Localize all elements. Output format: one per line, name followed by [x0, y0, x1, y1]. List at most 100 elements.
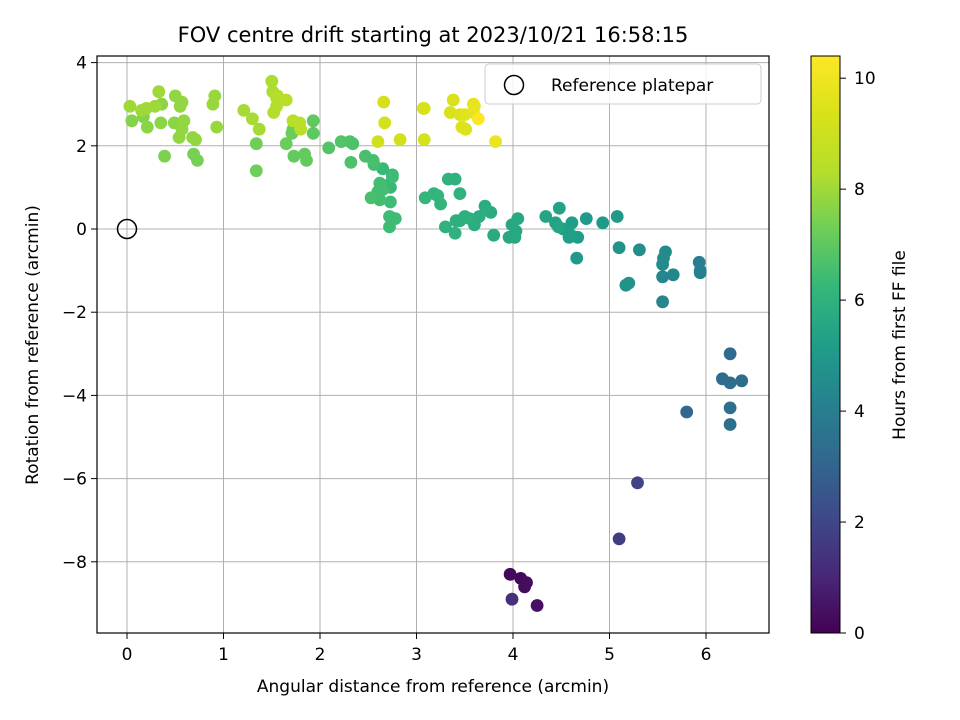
data-point [334, 135, 348, 149]
data-point [416, 102, 430, 115]
data-point [298, 147, 311, 161]
data-point [530, 599, 544, 612]
data-point [453, 187, 467, 201]
data-point [503, 567, 517, 581]
data-point [177, 114, 191, 128]
data-point [610, 210, 624, 223]
data-point [656, 270, 669, 284]
data-point [210, 120, 224, 134]
data-point [723, 347, 737, 361]
data-point [680, 405, 694, 419]
data-point [723, 376, 737, 390]
data-point [443, 106, 457, 119]
colorbar-label: Hours from first FF file [890, 250, 910, 440]
data-point [439, 220, 452, 234]
x-tick-label: 1 [218, 645, 229, 665]
data-point [208, 89, 222, 103]
data-point [279, 93, 293, 107]
data-point [505, 592, 519, 606]
data-point [393, 133, 407, 147]
data-point [633, 243, 646, 257]
data-point [417, 133, 431, 147]
data-point [175, 95, 189, 109]
data-point [378, 116, 392, 130]
data-point [294, 122, 308, 136]
data-point [306, 126, 320, 140]
data-point [418, 191, 432, 205]
reference-platepar-marker [116, 218, 138, 240]
data-point [189, 133, 202, 147]
data-point [723, 401, 737, 415]
y-tick-label: −2 [62, 303, 87, 323]
y-tick-label: 4 [76, 54, 87, 74]
data-point [377, 95, 391, 109]
colorbar [810, 55, 841, 634]
colorbar-ticks: 0 2 4 6 8 10 [840, 69, 876, 644]
data-point [449, 214, 463, 228]
data-point [386, 170, 399, 184]
data-point [518, 580, 531, 594]
y-tick-label: −8 [62, 553, 87, 573]
data-point [656, 295, 669, 309]
colorbar-tick-label: 6 [854, 291, 865, 311]
data-point [612, 532, 626, 546]
x-axis-label: Angular distance from reference (arcmin) [257, 677, 609, 697]
colorbar-tick-label: 10 [854, 69, 876, 89]
data-point [693, 266, 707, 280]
data-point [666, 268, 680, 282]
data-points [123, 74, 749, 612]
data-point [631, 476, 644, 490]
colorbar-tick-label: 0 [854, 624, 865, 644]
data-point [468, 99, 481, 113]
data-point [434, 197, 447, 211]
y-tick-label: −4 [62, 386, 87, 406]
data-point [287, 149, 301, 163]
data-point [552, 220, 565, 234]
legend: Reference platepar [484, 63, 762, 105]
data-point [344, 156, 358, 169]
data-point [552, 201, 566, 215]
data-point [252, 122, 266, 136]
legend-marker [503, 74, 525, 96]
colorbar-tick-label: 4 [854, 402, 865, 422]
colorbar-tick-label: 2 [854, 513, 865, 533]
data-point [322, 141, 336, 155]
data-point [371, 135, 385, 149]
legend-box [484, 63, 762, 105]
data-point [364, 191, 378, 205]
data-point [366, 154, 380, 167]
data-point [489, 135, 502, 149]
data-point [140, 120, 154, 134]
y-axis-label: Rotation from reference (arcmin) [23, 205, 43, 485]
data-point [441, 172, 455, 186]
data-point [158, 149, 172, 163]
x-tick-label: 5 [604, 645, 615, 665]
legend-label: Reference platepar [551, 76, 713, 96]
data-point [487, 228, 501, 242]
data-point [478, 199, 492, 213]
data-point [237, 104, 251, 117]
data-point [723, 418, 737, 431]
data-point [384, 195, 397, 209]
data-point [376, 183, 390, 196]
colorbar-tick-label: 8 [854, 180, 865, 200]
data-point [148, 99, 162, 113]
data-point [279, 137, 293, 151]
data-point [265, 74, 279, 88]
data-point [471, 112, 485, 126]
data-point [388, 212, 402, 226]
data-point [612, 241, 626, 255]
data-point [246, 112, 259, 126]
data-point [596, 216, 610, 230]
chart-title: FOV centre drift starting at 2023/10/21 … [178, 23, 689, 47]
x-tick-label: 0 [122, 645, 133, 665]
data-point [125, 114, 139, 128]
data-point [511, 212, 525, 226]
data-point [154, 116, 168, 130]
data-point [267, 106, 281, 119]
x-tick-label: 2 [315, 645, 326, 665]
y-axis-ticks: 4 2 0 −2 −4 −6 −8 [62, 54, 97, 573]
x-tick-label: 3 [411, 645, 422, 665]
grid-lines [97, 56, 769, 633]
x-tick-label: 6 [701, 645, 712, 665]
